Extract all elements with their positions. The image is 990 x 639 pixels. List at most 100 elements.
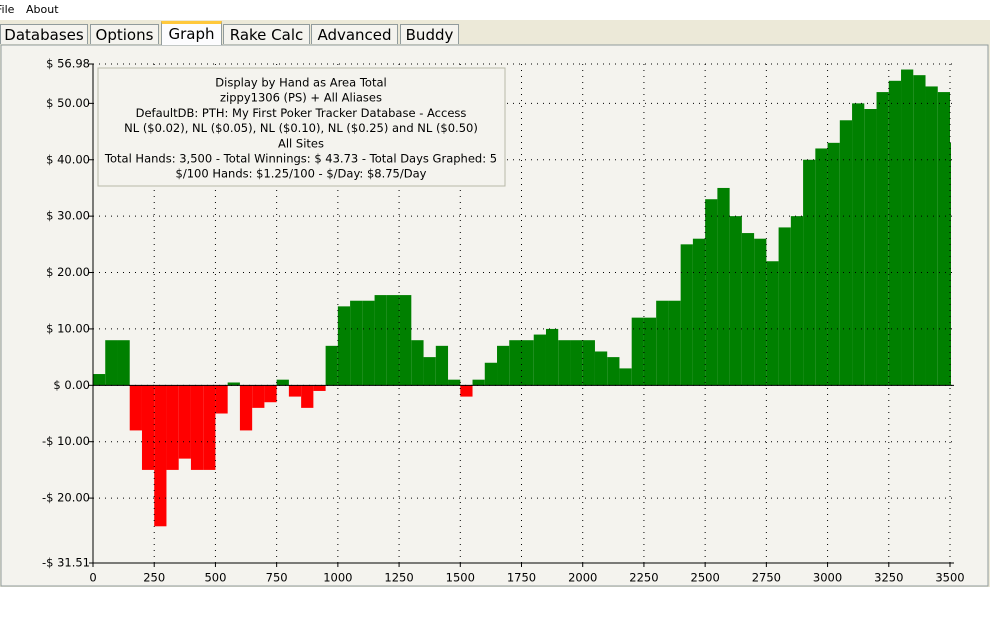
area-segment [717, 187, 730, 386]
area-segment [937, 92, 950, 386]
area-segment [778, 227, 791, 386]
x-tick-label: 0 [89, 571, 96, 585]
area-segment [203, 385, 216, 470]
area-segment [925, 86, 938, 386]
area-segment [950, 142, 951, 386]
area-segment [741, 233, 755, 386]
area-segment [545, 328, 559, 386]
y-tick-label: $ 10.00 [46, 321, 90, 335]
area-segment [190, 385, 204, 470]
area-segment [154, 385, 167, 527]
area-segment [276, 379, 289, 386]
area-segment [386, 295, 400, 386]
y-tick-label: $ 50.00 [46, 96, 90, 110]
area-segment [790, 216, 804, 386]
x-tick-label: 3250 [874, 571, 903, 585]
area-segment [827, 142, 840, 386]
x-tick-label: 1750 [507, 571, 536, 585]
area-segment [264, 385, 277, 403]
area-segment [141, 385, 155, 470]
area-segment [533, 334, 546, 386]
area-segment [852, 103, 865, 386]
menu-item[interactable]: About [26, 3, 59, 16]
area-segment [435, 345, 449, 386]
area-segment [876, 92, 889, 386]
area-segment [313, 385, 326, 391]
area-segment [558, 340, 571, 386]
area-segment [252, 385, 265, 408]
x-tick-label: 750 [266, 571, 288, 585]
info-box [97, 67, 506, 187]
area-segment [497, 345, 510, 386]
area-segment [484, 362, 498, 386]
area-segment [399, 295, 412, 386]
x-tick-label: 500 [204, 571, 226, 585]
area-segment [215, 385, 228, 414]
x-tick-label: 250 [143, 571, 165, 585]
area-segment [239, 385, 253, 431]
x-tick-label: 2000 [568, 571, 597, 585]
tab[interactable]: Graph [161, 21, 222, 45]
menu-item[interactable]: File [0, 3, 15, 16]
y-tick-label: $ 40.00 [46, 152, 90, 166]
area-segment [325, 345, 338, 386]
area-segment [166, 385, 179, 470]
area-segment [509, 340, 522, 386]
info-line: zippy1306 (PS) + All Aliases [220, 91, 382, 105]
area-segment [643, 317, 657, 386]
area-segment [301, 385, 314, 408]
x-tick-label: 3500 [935, 571, 964, 585]
area-segment [423, 357, 436, 386]
x-tick-label: 2500 [691, 571, 720, 585]
area-segment [913, 75, 926, 386]
area-segment [815, 148, 828, 386]
area-segment [570, 340, 583, 386]
info-line: $/100 Hands: $1.25/100 - $/Day: $8.75/Da… [176, 167, 427, 181]
area-segment [374, 295, 387, 386]
area-segment [766, 261, 779, 386]
tab[interactable]: Options [90, 24, 159, 44]
y-tick-label: $ 20.00 [46, 265, 90, 279]
area-segment [607, 357, 620, 386]
x-tick-label: 2250 [629, 571, 658, 585]
tab[interactable]: Buddy [400, 24, 459, 44]
area-segment [337, 306, 351, 386]
x-tick-label: 2750 [752, 571, 781, 585]
menu-bar: File About [0, 0, 990, 20]
area-segment [839, 120, 853, 386]
area-segment [692, 238, 706, 386]
y-tick-label: -$ 10.00 [42, 434, 90, 448]
y-tick-label: $ 30.00 [46, 209, 90, 223]
area-segment [803, 159, 816, 386]
area-segment [362, 300, 375, 386]
area-segment [619, 368, 632, 386]
y-tick-label: -$ 31.51 [42, 556, 90, 570]
tab[interactable]: Advanced [311, 24, 398, 44]
area-segment [680, 244, 693, 386]
area-segment [729, 216, 742, 386]
area-segment [288, 385, 302, 397]
area-segment [178, 385, 191, 459]
area-segment [901, 69, 914, 386]
area-segment [656, 300, 669, 386]
area-segment [754, 238, 767, 386]
area-segment [93, 374, 106, 386]
area-segment [227, 382, 240, 386]
tab[interactable]: Databases [0, 24, 88, 44]
x-tick-label: 3000 [813, 571, 842, 585]
area-segment [521, 340, 534, 386]
area-segment [460, 385, 473, 397]
area-segment [668, 300, 681, 386]
y-tick-label: $ 0.00 [53, 378, 90, 392]
info-line: DefaultDB: PTH: My First Poker Tracker D… [136, 106, 467, 120]
x-tick-label: 1250 [384, 571, 413, 585]
area-segment [864, 108, 877, 386]
x-tick-label: 1500 [446, 571, 475, 585]
info-line: Display by Hand as Area Total [215, 76, 386, 90]
tab[interactable]: Rake Calc [223, 24, 310, 44]
area-segment [350, 300, 363, 386]
info-line: All Sites [278, 136, 324, 150]
area-segment [129, 385, 142, 431]
